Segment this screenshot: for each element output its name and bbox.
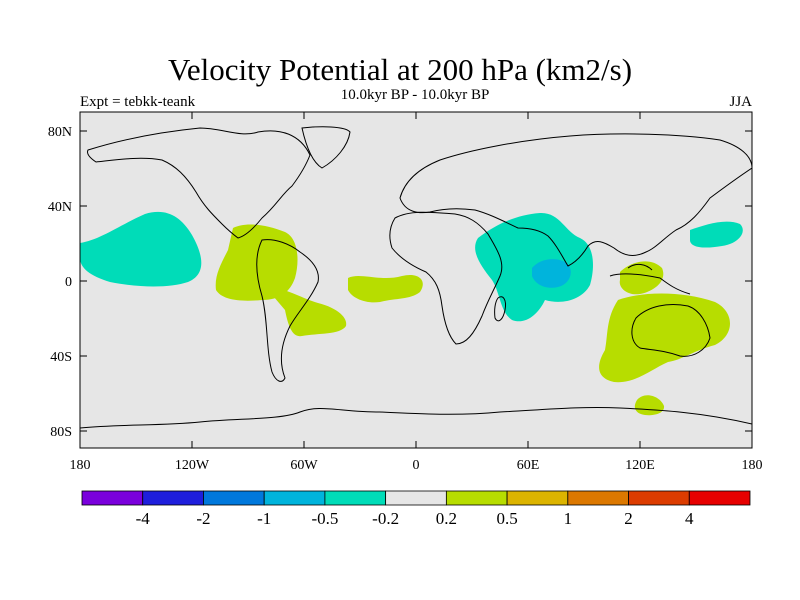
lat-tick-label: 80S	[50, 425, 72, 440]
colorbar-label: -0.5	[311, 509, 338, 528]
colorbar-label: -4	[136, 509, 151, 528]
coastlines	[80, 126, 752, 429]
lon-tick-label: 0	[413, 458, 420, 473]
negative-region-central-pacific	[80, 211, 202, 287]
lat-tick-label: 40N	[48, 200, 72, 215]
positive-region-equatorial-atlantic	[348, 274, 423, 303]
lat-tick-label: 0	[65, 275, 72, 290]
coast-greenland	[301, 126, 351, 169]
colorbar-swatch	[81, 490, 144, 506]
coast-australia	[631, 304, 711, 357]
lon-tick-label: 180	[742, 458, 763, 473]
colorbar-label: 4	[685, 509, 694, 528]
colorbar-swatch	[203, 490, 265, 506]
coast-africa	[389, 211, 503, 345]
lon-tick-label: 60W	[290, 458, 318, 473]
colorbar-swatch	[445, 490, 508, 506]
colorbar: -4 -2 -1 -0.5 -0.2 0.2 0.5 1 2 4	[81, 490, 751, 528]
lon-tick-label: 60E	[517, 458, 540, 473]
colorbar-label: -0.2	[372, 509, 399, 528]
colorbar-swatch	[567, 490, 629, 506]
longitude-axis: 180 120W 60W 0 60E 120E 180	[70, 112, 763, 473]
positive-region-south-atlantic	[268, 288, 347, 337]
latitude-axis: 80N 40N 0 40S 80S	[48, 125, 752, 440]
lon-tick-label: 120E	[625, 458, 655, 473]
coast-eurasia	[399, 133, 752, 267]
coast-madagascar	[494, 296, 506, 322]
chart-subtitle: 10.0kyr BP - 10.0kyr BP	[340, 87, 490, 103]
lon-tick-label: 180	[70, 458, 91, 473]
colorbar-swatch	[263, 490, 326, 506]
colorbar-label: -1	[257, 509, 271, 528]
chart-title: Velocity Potential at 200 hPa (km2/s)	[167, 52, 633, 87]
colorbar-label: 1	[564, 509, 573, 528]
positive-region-maritime-continent	[619, 261, 664, 295]
coast-indonesia	[609, 263, 691, 295]
coast-antarctica	[80, 406, 752, 429]
colorbar-swatch	[142, 490, 204, 506]
colorbar-label: 2	[624, 509, 633, 528]
colorbar-label: -2	[196, 509, 210, 528]
coast-south-america	[256, 239, 319, 382]
negative-region-northwest-pacific	[690, 221, 743, 248]
positive-region-australia	[599, 293, 730, 383]
colorbar-swatch	[506, 490, 569, 506]
season-label: JJA	[729, 94, 752, 110]
colorbar-swatch	[324, 490, 387, 506]
colorbar-label: 0.5	[496, 509, 517, 528]
coast-north-america	[87, 127, 311, 239]
lat-tick-label: 40S	[50, 350, 72, 365]
negative-core-indian-ocean	[532, 259, 571, 288]
colorbar-swatch	[688, 490, 751, 506]
colorbar-label: 0.2	[436, 509, 457, 528]
colorbar-swatch	[385, 490, 447, 506]
lon-tick-label: 120W	[175, 458, 210, 473]
colorbar-swatch	[628, 490, 690, 506]
experiment-label: Expt = tebkk-teank	[80, 94, 196, 110]
lat-tick-label: 80N	[48, 125, 72, 140]
